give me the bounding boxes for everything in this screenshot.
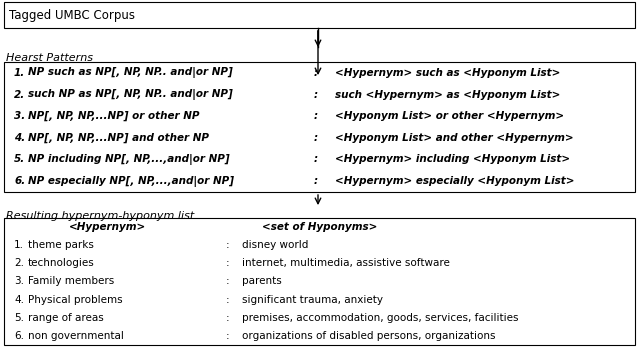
Text: Family members: Family members [28,276,115,286]
Text: Hearst Patterns: Hearst Patterns [6,53,93,63]
Text: NP[, NP, NP,...NP] or other NP: NP[, NP, NP,...NP] or other NP [28,111,200,121]
Text: internet, multimedia, assistive software: internet, multimedia, assistive software [242,258,450,268]
Text: NP such as NP[, NP, NP.. and|or NP]: NP such as NP[, NP, NP.. and|or NP] [28,67,233,78]
Text: <set of Hyponyms>: <set of Hyponyms> [262,222,378,232]
Text: range of areas: range of areas [28,313,104,323]
Text: NP[, NP, NP,...NP] and other NP: NP[, NP, NP,...NP] and other NP [28,133,209,143]
Bar [4,2,635,28]
Text: 5.: 5. [14,155,25,165]
Text: such <Hypernym> as <Hyponym List>: such <Hypernym> as <Hyponym List> [335,89,561,100]
Text: :: : [314,68,318,78]
Text: :: : [226,240,230,250]
Text: <Hypernym> such as <Hyponym List>: <Hypernym> such as <Hyponym List> [335,68,561,78]
Text: <Hypernym> including <Hyponym List>: <Hypernym> including <Hyponym List> [335,155,570,165]
Text: :: : [226,295,230,304]
Text: 4.: 4. [14,295,24,304]
Text: 5.: 5. [14,313,24,323]
Text: <Hypernym>: <Hypernym> [69,222,147,232]
Text: Tagged UMBC Corpus: Tagged UMBC Corpus [9,8,135,22]
Text: :: : [314,133,318,143]
Text: non governmental: non governmental [28,331,124,341]
Text: <Hyponym List> or other <Hypernym>: <Hyponym List> or other <Hypernym> [335,111,564,121]
Text: Physical problems: Physical problems [28,295,123,304]
Text: :: : [226,331,230,341]
Text: :: : [226,313,230,323]
Text: theme parks: theme parks [28,240,94,250]
Bar [4,218,635,345]
Text: disney world: disney world [242,240,308,250]
Text: <Hyponym List> and other <Hypernym>: <Hyponym List> and other <Hypernym> [335,133,573,143]
Text: 1.: 1. [14,68,25,78]
Text: :: : [226,276,230,286]
Text: 2.: 2. [14,89,25,100]
Text: 1.: 1. [14,240,24,250]
Text: :: : [314,111,318,121]
Text: 3.: 3. [14,111,25,121]
Text: :: : [314,155,318,165]
Text: premises, accommodation, goods, services, facilities: premises, accommodation, goods, services… [242,313,518,323]
Text: organizations of disabled persons, organizations: organizations of disabled persons, organ… [242,331,495,341]
Text: 3.: 3. [14,276,24,286]
Text: NP especially NP[, NP,...,and|or NP]: NP especially NP[, NP,...,and|or NP] [28,176,234,187]
Text: 6.: 6. [14,176,25,186]
Text: :: : [314,89,318,100]
Text: technologies: technologies [28,258,95,268]
Text: <Hypernym> especially <Hyponym List>: <Hypernym> especially <Hyponym List> [335,176,575,186]
Text: significant trauma, anxiety: significant trauma, anxiety [242,295,383,304]
Text: NP including NP[, NP,...,and|or NP]: NP including NP[, NP,...,and|or NP] [28,154,230,165]
Text: 4.: 4. [14,133,25,143]
Text: :: : [226,258,230,268]
Text: Resulting hypernym-hyponym list: Resulting hypernym-hyponym list [6,211,195,221]
Text: :: : [314,176,318,186]
Text: 6.: 6. [14,331,24,341]
Text: 2.: 2. [14,258,24,268]
Text: such NP as NP[, NP, NP.. and|or NP]: such NP as NP[, NP, NP.. and|or NP] [28,89,233,100]
Text: parents: parents [242,276,282,286]
Bar [4,62,635,192]
